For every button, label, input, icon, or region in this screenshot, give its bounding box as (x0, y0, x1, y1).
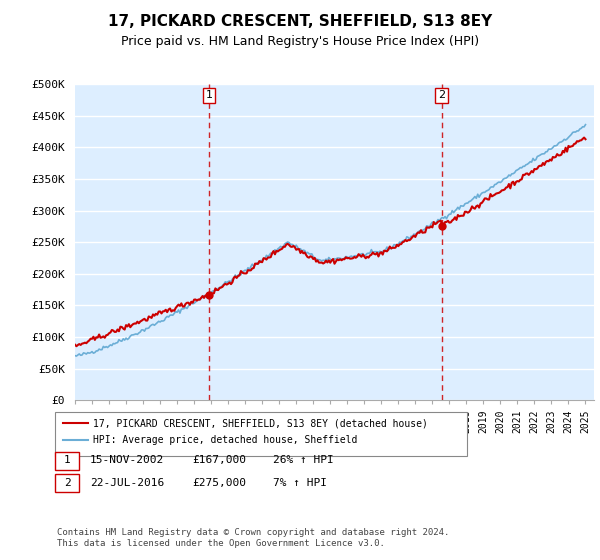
Text: 7% ↑ HPI: 7% ↑ HPI (273, 478, 327, 488)
Text: 1: 1 (64, 455, 71, 465)
Text: Price paid vs. HM Land Registry's House Price Index (HPI): Price paid vs. HM Land Registry's House … (121, 35, 479, 48)
Text: 17, PICKARD CRESCENT, SHEFFIELD, S13 8EY: 17, PICKARD CRESCENT, SHEFFIELD, S13 8EY (108, 14, 492, 29)
Text: 2: 2 (438, 90, 445, 100)
Text: 15-NOV-2002: 15-NOV-2002 (90, 455, 164, 465)
Text: 2: 2 (64, 478, 71, 488)
Text: 22-JUL-2016: 22-JUL-2016 (90, 478, 164, 488)
Text: 26% ↑ HPI: 26% ↑ HPI (273, 455, 334, 465)
Text: 17, PICKARD CRESCENT, SHEFFIELD, S13 8EY (detached house): 17, PICKARD CRESCENT, SHEFFIELD, S13 8EY… (93, 418, 428, 428)
Text: £275,000: £275,000 (192, 478, 246, 488)
Text: £167,000: £167,000 (192, 455, 246, 465)
Text: HPI: Average price, detached house, Sheffield: HPI: Average price, detached house, Shef… (93, 435, 358, 445)
Text: 1: 1 (206, 90, 212, 100)
Text: Contains HM Land Registry data © Crown copyright and database right 2024.
This d: Contains HM Land Registry data © Crown c… (57, 528, 449, 548)
